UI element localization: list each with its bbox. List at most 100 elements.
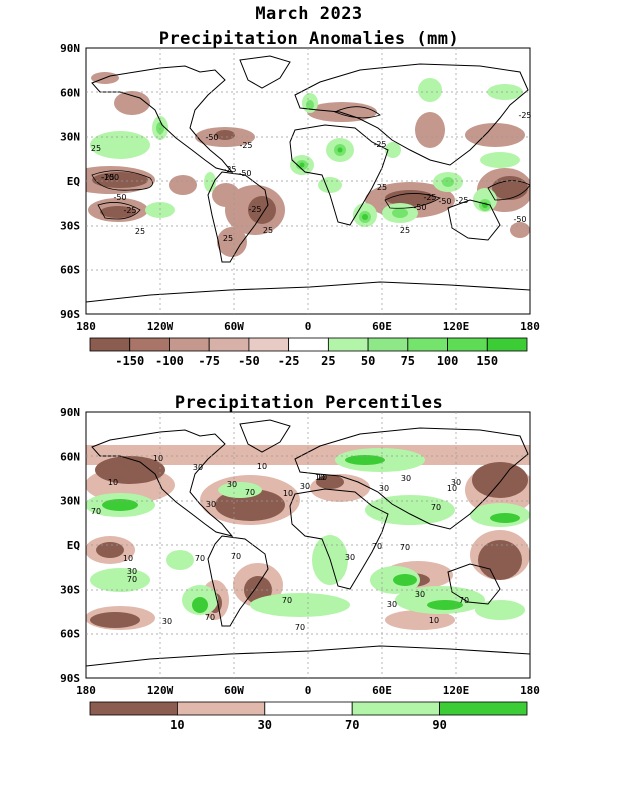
colorbar-label: -100 xyxy=(155,354,184,368)
colorbar-label: 75 xyxy=(401,354,415,368)
lon-label: 0 xyxy=(305,684,312,697)
contour-label: -50 xyxy=(205,133,218,142)
lat-label: EQ xyxy=(67,539,81,552)
lon-label: 180 xyxy=(520,684,540,697)
contour-label: 30 xyxy=(451,478,461,487)
contour-label: -50 xyxy=(238,169,251,178)
contour-label: 10 xyxy=(315,473,325,482)
lon-label: 60W xyxy=(224,320,244,333)
contour-label: 30 xyxy=(206,500,216,509)
lon-label: 180 xyxy=(76,320,96,333)
colorbar-label: 10 xyxy=(170,718,184,732)
contour-label: 70 xyxy=(282,596,292,605)
contour-label: 25 xyxy=(377,183,387,192)
lat-label: 30S xyxy=(60,219,80,232)
lat-label: 30N xyxy=(60,131,80,144)
lon-label: 120W xyxy=(147,320,174,333)
contour-label: 70 xyxy=(245,488,255,497)
colorbar-label: 50 xyxy=(361,354,375,368)
panel2-title: Precipitation Percentiles xyxy=(174,393,444,413)
lat-label: 90N xyxy=(60,406,80,419)
lon-label: 120W xyxy=(147,684,174,697)
anomaly-gridlines xyxy=(86,48,530,314)
anomaly-colorbar: -150 -100 -75 -50 -25 25 50 75 100 150 xyxy=(89,337,528,368)
lat-label: 30N xyxy=(60,495,80,508)
colorbar-label: -150 xyxy=(115,354,144,368)
contour-label: 30 xyxy=(162,617,172,626)
contour-label: -25 xyxy=(455,196,468,205)
coastlines-2 xyxy=(86,419,530,667)
lon-label: 0 xyxy=(305,320,312,333)
contour-label: 10 xyxy=(283,489,293,498)
colorbar-label: 150 xyxy=(476,354,498,368)
lat-label: EQ xyxy=(67,175,81,188)
contour-label: 30 xyxy=(379,484,389,493)
percentile-shading xyxy=(86,419,530,667)
percentile-map: 90N 60N 30N EQ 30S 60S 90S 180 120W 60W 0 60E 120E 1… xyxy=(60,406,540,697)
colorbar-label: 70 xyxy=(345,718,359,732)
colorbar-swatch xyxy=(264,701,353,716)
contour-label: 25 xyxy=(135,227,145,236)
contour-label: 25 xyxy=(91,144,101,153)
contour-label: -25 xyxy=(518,111,531,120)
colorbar-swatch xyxy=(439,701,528,716)
contour-label: 30 xyxy=(415,590,425,599)
contour-label: 70 xyxy=(400,543,410,552)
contour-label: 10 xyxy=(108,478,118,487)
colorbar-label: -25 xyxy=(278,354,300,368)
contour-label: -25 xyxy=(223,165,236,174)
contour-label: 10 xyxy=(257,462,267,471)
contour-label: -25 xyxy=(423,193,436,202)
contour-label: 30 xyxy=(300,482,310,491)
contour-label: -50 xyxy=(513,215,526,224)
lat-label: 90S xyxy=(60,672,80,685)
anomaly-shading xyxy=(86,55,530,303)
colorbar-label: 30 xyxy=(258,718,272,732)
contour-label: 30 xyxy=(387,600,397,609)
colorbar-label: -75 xyxy=(198,354,220,368)
lon-label: 120E xyxy=(443,320,470,333)
lat-label: 60N xyxy=(60,86,80,99)
lat-label: 60N xyxy=(60,450,80,463)
contour-label: -25 xyxy=(101,173,114,182)
contour-label: -25 xyxy=(373,140,386,149)
contour-label: 70 xyxy=(372,542,382,551)
lon-label: 180 xyxy=(520,320,540,333)
colorbar-swatch xyxy=(89,701,178,716)
colorbar-label: 90 xyxy=(432,718,446,732)
percentile-gridlines xyxy=(86,412,530,678)
contour-label: 10 xyxy=(153,454,163,463)
contour-label: 10 xyxy=(429,616,439,625)
contour-label: 30 xyxy=(193,463,203,472)
contour-label: -50 xyxy=(438,197,451,206)
contour-label: 70 xyxy=(127,575,137,584)
coastlines xyxy=(86,55,530,303)
contour-label: 70 xyxy=(459,596,469,605)
lon-label: 60E xyxy=(372,684,392,697)
contour-label: 70 xyxy=(195,554,205,563)
lon-label: 180 xyxy=(76,684,96,697)
lat-label: 60S xyxy=(60,264,80,277)
colorbar-label: 100 xyxy=(437,354,459,368)
lat-label: 90N xyxy=(60,42,80,55)
contour-label: -25 xyxy=(239,141,252,150)
percentile-colorbar: 10 30 70 90 xyxy=(89,701,528,732)
contour-label: 70 xyxy=(231,552,241,561)
contour-label: 10 xyxy=(447,484,457,493)
colorbar-swatch xyxy=(486,337,528,352)
lat-label: 30S xyxy=(60,583,80,596)
panel1-title: Precipitation Anomalies (mm) xyxy=(158,29,460,49)
contour-label: 30 xyxy=(227,480,237,489)
contour-label: 25 xyxy=(223,234,233,243)
lon-label: 120E xyxy=(443,684,470,697)
contour-label: -100 xyxy=(101,173,119,182)
contour-label: 30 xyxy=(127,567,137,576)
contour-label: -50 xyxy=(113,193,126,202)
contour-label: -25 xyxy=(248,205,261,214)
lat-label: 90S xyxy=(60,308,80,321)
contour-label: 30 xyxy=(345,553,355,562)
lon-label: 60W xyxy=(224,684,244,697)
contour-label: 70 xyxy=(431,503,441,512)
contour-label: 70 xyxy=(295,623,305,632)
colorbar-label: 25 xyxy=(321,354,335,368)
